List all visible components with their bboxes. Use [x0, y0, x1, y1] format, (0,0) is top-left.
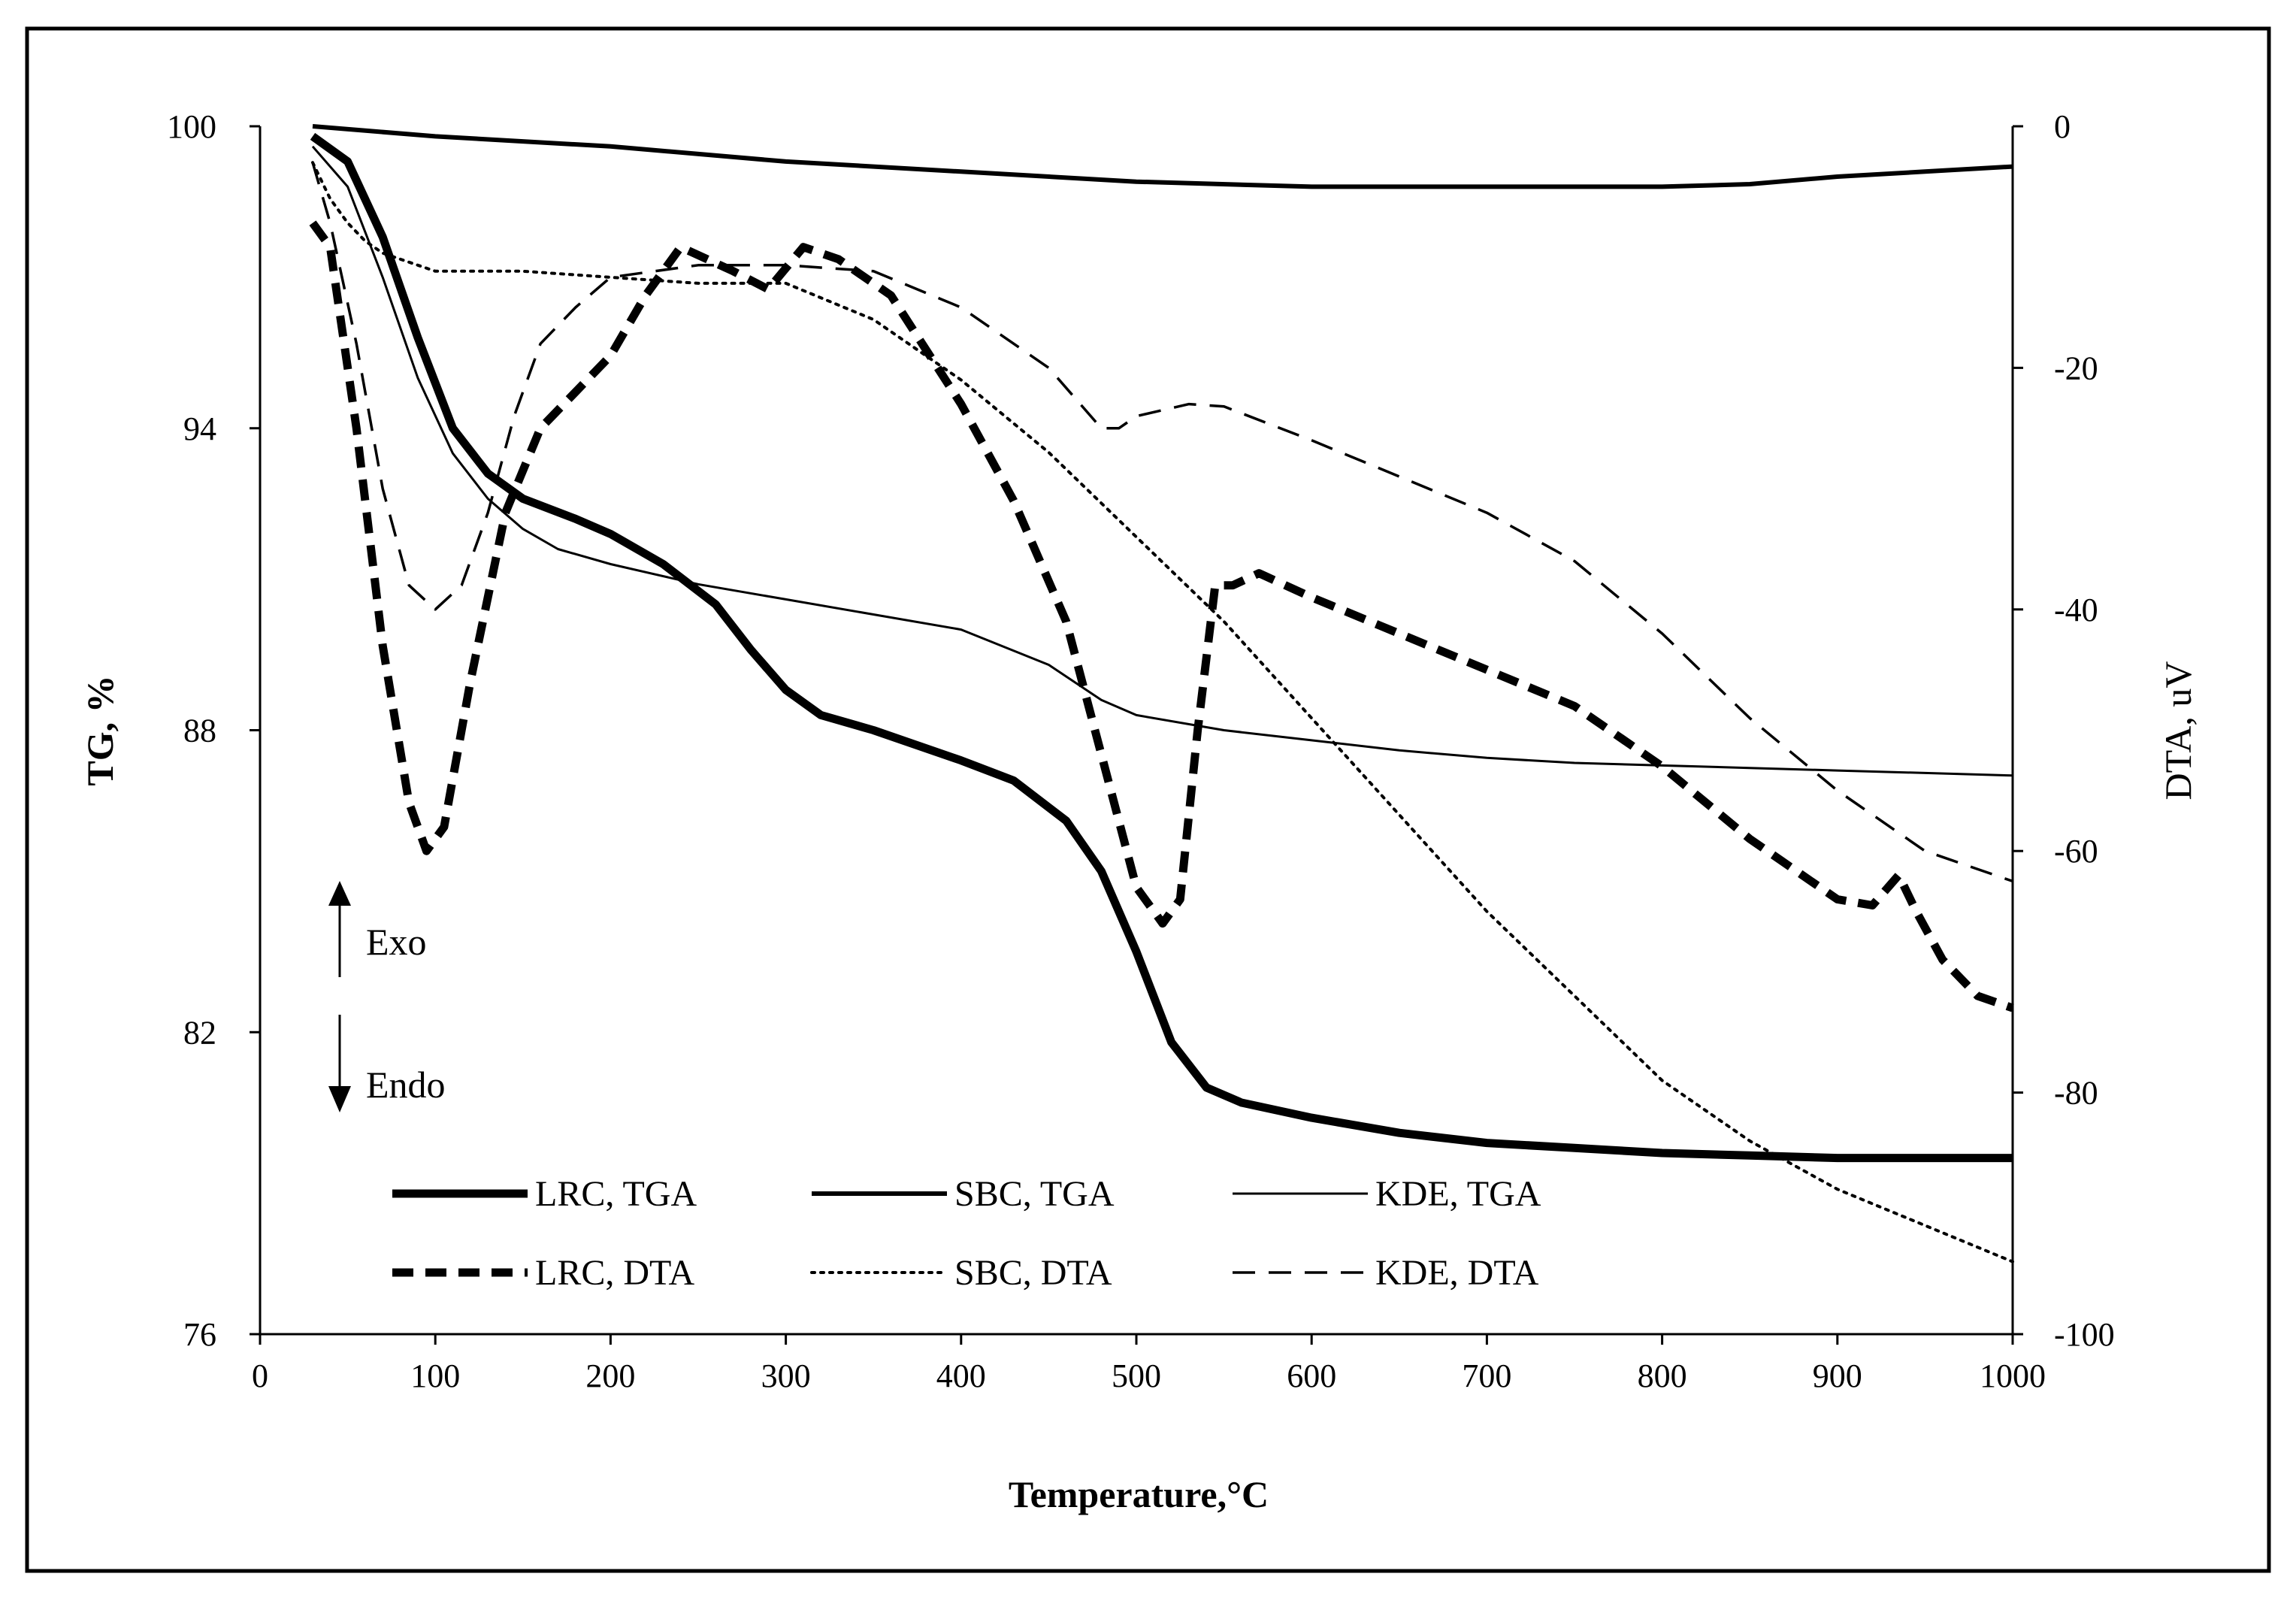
plot-area: 0 100 200 300 400 500 600 700 800 900 1000 7682889…: [167, 108, 2115, 1394]
x-axis-title: Temperature,°C: [1009, 1473, 1269, 1515]
y-right-tick-label: 0: [2054, 108, 2071, 145]
legend-label: SBC, DTA: [954, 1253, 1112, 1293]
legend-label: KDE, DTA: [1375, 1253, 1539, 1293]
series-line-sbc-tga: [312, 124, 2013, 189]
y-left-tick-label: 94: [183, 410, 216, 447]
x-tick-label: 1000: [1980, 1357, 2046, 1394]
endo-arrow-icon: [328, 1086, 351, 1112]
series-layer: [309, 124, 2014, 1264]
legend-label: LRC, TGA: [535, 1174, 697, 1214]
x-tick-label: 900: [1813, 1357, 1862, 1394]
exo-endo-annotation: Exo Endo: [328, 881, 446, 1112]
series-line-kde-tga: [311, 145, 2013, 777]
y-left-tick-label: 76: [183, 1316, 216, 1353]
exo-label: Exo: [366, 921, 427, 963]
y-left-tick-label: 82: [183, 1014, 216, 1051]
y-right-tick-label: -20: [2054, 350, 2098, 386]
y-right-tick-label: -40: [2054, 592, 2098, 628]
x-tick-label: 600: [1287, 1357, 1336, 1394]
figure-frame: [25, 26, 2271, 1573]
endo-label: Endo: [366, 1064, 446, 1106]
y-right-tick-label: -60: [2054, 833, 2098, 870]
y-left-ticks: 76 82 88 94 100: [167, 108, 260, 1353]
x-tick-label: 100: [410, 1357, 460, 1394]
y-left-tick-label: 100: [167, 108, 216, 145]
y-right-ticks: -100 -80 -60 -40 -20 0: [2013, 108, 2115, 1353]
series-line-sbc-dta: [311, 161, 2014, 1264]
legend-label: SBC, TGA: [954, 1174, 1115, 1214]
x-tick-label: 800: [1638, 1357, 1687, 1394]
x-tick-label: 400: [936, 1357, 986, 1394]
series-line-lrc-dta: [309, 220, 2014, 1012]
series-line-kde-dta: [311, 162, 2013, 883]
x-tick-label: 300: [761, 1357, 811, 1394]
legend: LRC, TGA SBC, TGA KDE, TGA LRC, DTA SBC, DTA…: [392, 1174, 1541, 1293]
y-right-axis-title: DTA, uV: [2157, 661, 2199, 800]
exo-arrow-icon: [328, 881, 351, 906]
x-tick-label: 700: [1462, 1357, 1511, 1394]
legend-label: KDE, TGA: [1375, 1174, 1541, 1214]
x-tick-label: 0: [252, 1357, 268, 1394]
legend-label: LRC, DTA: [535, 1253, 694, 1293]
x-tick-label: 200: [585, 1357, 635, 1394]
series-line-lrc-tga: [310, 132, 2013, 1163]
y-left-tick-label: 88: [183, 713, 216, 749]
x-tick-label: 500: [1112, 1357, 1161, 1394]
x-ticks: 0 100 200 300 400 500 600 700 800 900 1000: [252, 1334, 2046, 1394]
y-right-tick-label: -100: [2054, 1316, 2115, 1353]
y-left-axis-title: TG, %: [79, 675, 121, 785]
y-right-tick-label: -80: [2054, 1075, 2098, 1112]
